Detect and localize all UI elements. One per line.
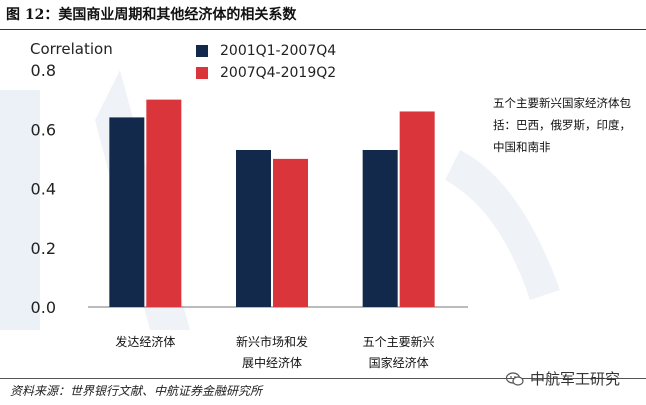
y-tick-label-4: 0.8 <box>31 61 56 80</box>
x-tick-label-3-line-2: 国家经济体 <box>368 356 429 370</box>
bar-series-2-category-3 <box>399 111 435 307</box>
x-tick-label-2-line-2: 展中经济体 <box>242 356 303 370</box>
bar-series-1-category-3 <box>362 149 398 307</box>
x-tick-label-1: 发达经济体 <box>115 332 175 353</box>
legend-swatch-series-2 <box>196 67 208 79</box>
legend-item-series-1: 2001Q1-2007Q4 <box>196 40 336 62</box>
source-text: 资料来源：世界银行文献、中航证券金融研究所 <box>10 384 263 398</box>
bar-series-2-category-1 <box>146 99 182 307</box>
y-tick-label-0: 0.0 <box>31 298 56 317</box>
legend-item-series-2: 2007Q4-2019Q2 <box>196 62 336 84</box>
x-tick-label-2-line-1: 新兴市场和发 <box>236 335 309 349</box>
brand-label: 中航军工研究 <box>530 370 621 388</box>
x-tick-label-2: 新兴市场和发 展中经济体 <box>236 332 308 374</box>
legend-label-series-1: 2001Q1-2007Q4 <box>220 43 337 59</box>
bar-series-2-category-2 <box>273 158 308 307</box>
legend-label-series-2: 2007Q4-2019Q2 <box>220 65 337 81</box>
x-tick-label-1-line-1: 发达经济体 <box>115 335 176 349</box>
title-divider <box>0 29 646 30</box>
footnote-emerging-economies: 五个主要新兴国家经济体包括：巴西，俄罗斯，印度，中国和南非 <box>493 96 631 154</box>
brand-watermark: 中航军工研究 <box>506 368 620 389</box>
y-axis-title: Correlation <box>30 40 113 58</box>
legend-swatch-series-1 <box>196 45 208 57</box>
x-tick-label-3-line-1: 五个主要新兴 <box>362 335 435 349</box>
legend: 2001Q1-2007Q4 2007Q4-2019Q2 <box>196 40 336 84</box>
figure-title: 图 12：美国商业周期和其他经济体的相关系数 <box>6 7 297 23</box>
y-tick-label-3: 0.6 <box>31 120 56 139</box>
y-tick-label-1: 0.2 <box>31 239 56 258</box>
y-tick-label-2: 0.4 <box>31 180 56 199</box>
wechat-icon <box>506 371 524 386</box>
bar-series-1-category-2 <box>236 149 271 307</box>
source-divider <box>0 378 646 379</box>
bar-chart: 0.0 0.2 0.4 0.6 0.8 <box>31 61 468 317</box>
x-tick-label-3: 五个主要新兴 国家经济体 <box>363 332 435 374</box>
bar-series-1-category-1 <box>109 117 145 308</box>
